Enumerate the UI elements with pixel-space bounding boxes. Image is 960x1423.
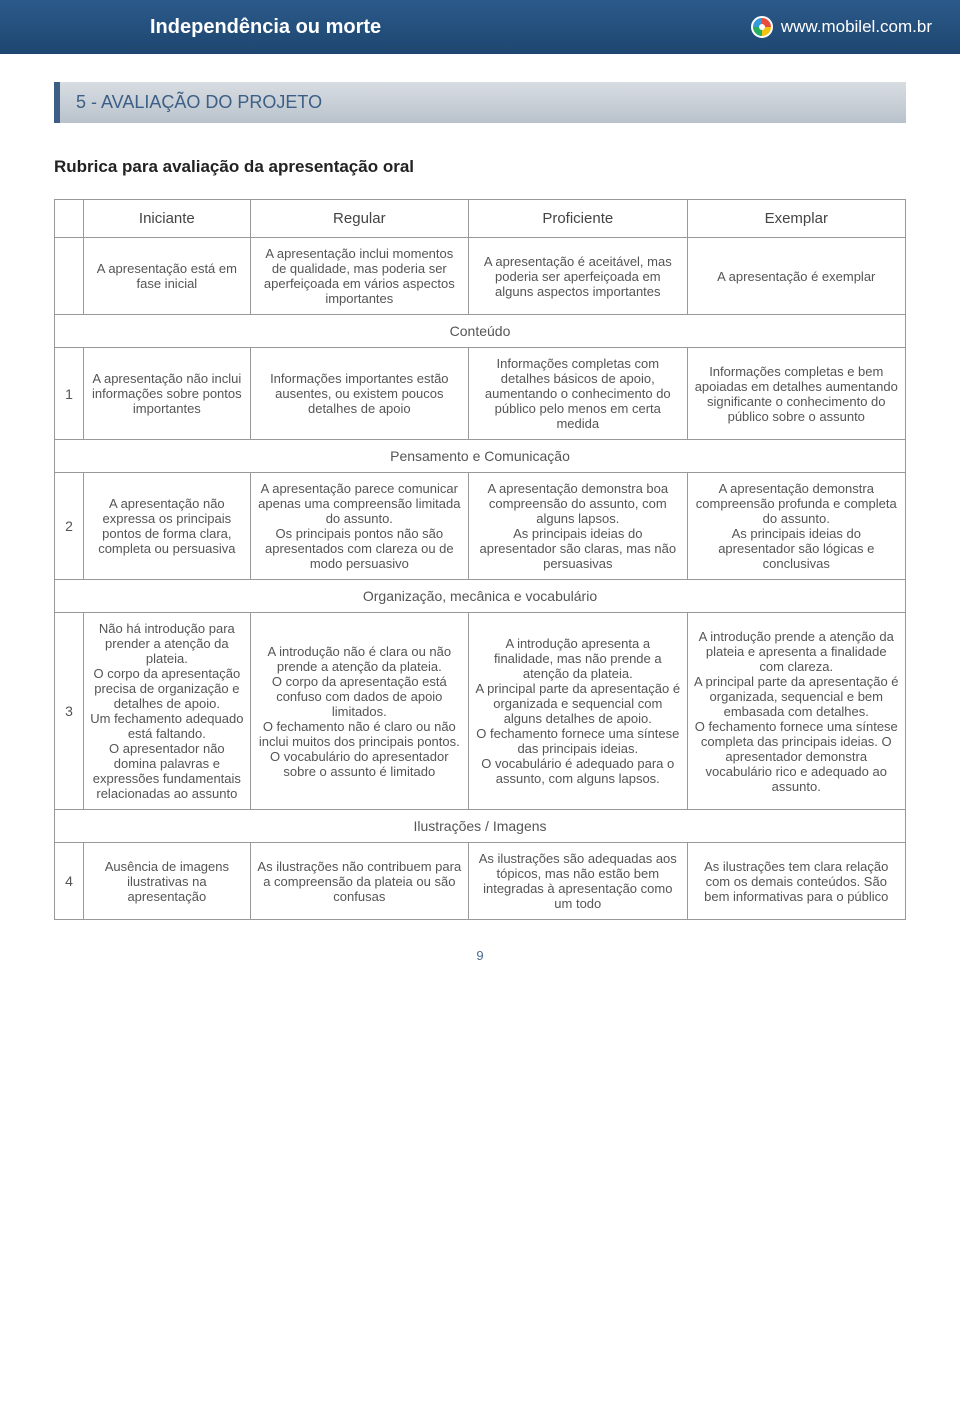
- header-row: Iniciante Regular Proficiente Exemplar: [55, 200, 906, 238]
- rubric-title: Rubrica para avaliação da apresentação o…: [54, 157, 906, 177]
- col-regular: Regular: [250, 200, 468, 238]
- row-2-exemplar: A apresentação demonstra compreensão pro…: [687, 473, 905, 580]
- top-blank: [55, 238, 84, 315]
- row-4-iniciante: Ausência de imagens ilustrativas na apre…: [84, 843, 250, 920]
- row-2-regular: A apresentação parece comunicar apenas u…: [250, 473, 468, 580]
- row-1-regular: Informações importantes estão ausentes, …: [250, 348, 468, 440]
- row-2-iniciante: A apresentação não expressa os principai…: [84, 473, 250, 580]
- page-body: 5 - AVALIAÇÃO DO PROJETO Rubrica para av…: [0, 54, 960, 983]
- row-1-exemplar: Informações completas e bem apoiadas em …: [687, 348, 905, 440]
- col-exemplar: Exemplar: [687, 200, 905, 238]
- row-1: 1 A apresentação não inclui informações …: [55, 348, 906, 440]
- section-conteudo-label: Conteúdo: [55, 315, 906, 348]
- row-2-proficiente: A apresentação demonstra boa compreensão…: [469, 473, 687, 580]
- page-number: 9: [54, 948, 906, 963]
- row-2: 2 A apresentação não expressa os princip…: [55, 473, 906, 580]
- row-3-proficiente: A introdução apresenta a finalidade, mas…: [469, 613, 687, 810]
- rubric-table: Iniciante Regular Proficiente Exemplar A…: [54, 199, 906, 920]
- top-proficiente: A apresentação é aceitável, mas poderia …: [469, 238, 687, 315]
- header-right: www.mobilel.com.br: [751, 16, 932, 38]
- page-title: Independência ou morte: [150, 16, 381, 39]
- header-bar: Independência ou morte www.mobilel.com.b…: [0, 0, 960, 54]
- col-iniciante: Iniciante: [84, 200, 250, 238]
- row-3: 3 Não há introdução para prender a atenç…: [55, 613, 906, 810]
- row-4-num: 4: [55, 843, 84, 920]
- row-1-num: 1: [55, 348, 84, 440]
- logo-icon: [751, 16, 773, 38]
- row-1-proficiente: Informações completas com detalhes básic…: [469, 348, 687, 440]
- row-1-iniciante: A apresentação não inclui informações so…: [84, 348, 250, 440]
- row-4: 4 Ausência de imagens ilustrativas na ap…: [55, 843, 906, 920]
- top-regular: A apresentação inclui momentos de qualid…: [250, 238, 468, 315]
- top-exemplar: A apresentação é exemplar: [687, 238, 905, 315]
- section-conteudo: Conteúdo: [55, 315, 906, 348]
- section-ilustracoes: Ilustrações / Imagens: [55, 810, 906, 843]
- section-ilustracoes-label: Ilustrações / Imagens: [55, 810, 906, 843]
- site-url: www.mobilel.com.br: [781, 17, 932, 37]
- top-desc-row: A apresentação está em fase inicial A ap…: [55, 238, 906, 315]
- top-iniciante: A apresentação está em fase inicial: [84, 238, 250, 315]
- row-3-num: 3: [55, 613, 84, 810]
- section-organizacao: Organização, mecânica e vocabulário: [55, 580, 906, 613]
- row-4-regular: As ilustrações não contribuem para a com…: [250, 843, 468, 920]
- section-pensamento: Pensamento e Comunicação: [55, 440, 906, 473]
- row-2-num: 2: [55, 473, 84, 580]
- section-organizacao-label: Organização, mecânica e vocabulário: [55, 580, 906, 613]
- row-3-regular: A introdução não é clara ou não prende a…: [250, 613, 468, 810]
- row-3-iniciante: Não há introdução para prender a atenção…: [84, 613, 250, 810]
- header-blank: [55, 200, 84, 238]
- col-proficiente: Proficiente: [469, 200, 687, 238]
- section-pensamento-label: Pensamento e Comunicação: [55, 440, 906, 473]
- row-3-exemplar: A introdução prende a atenção da plateia…: [687, 613, 905, 810]
- row-4-proficiente: As ilustrações são adequadas aos tópicos…: [469, 843, 687, 920]
- row-4-exemplar: As ilustrações tem clara relação com os …: [687, 843, 905, 920]
- section-banner: 5 - AVALIAÇÃO DO PROJETO: [54, 82, 906, 123]
